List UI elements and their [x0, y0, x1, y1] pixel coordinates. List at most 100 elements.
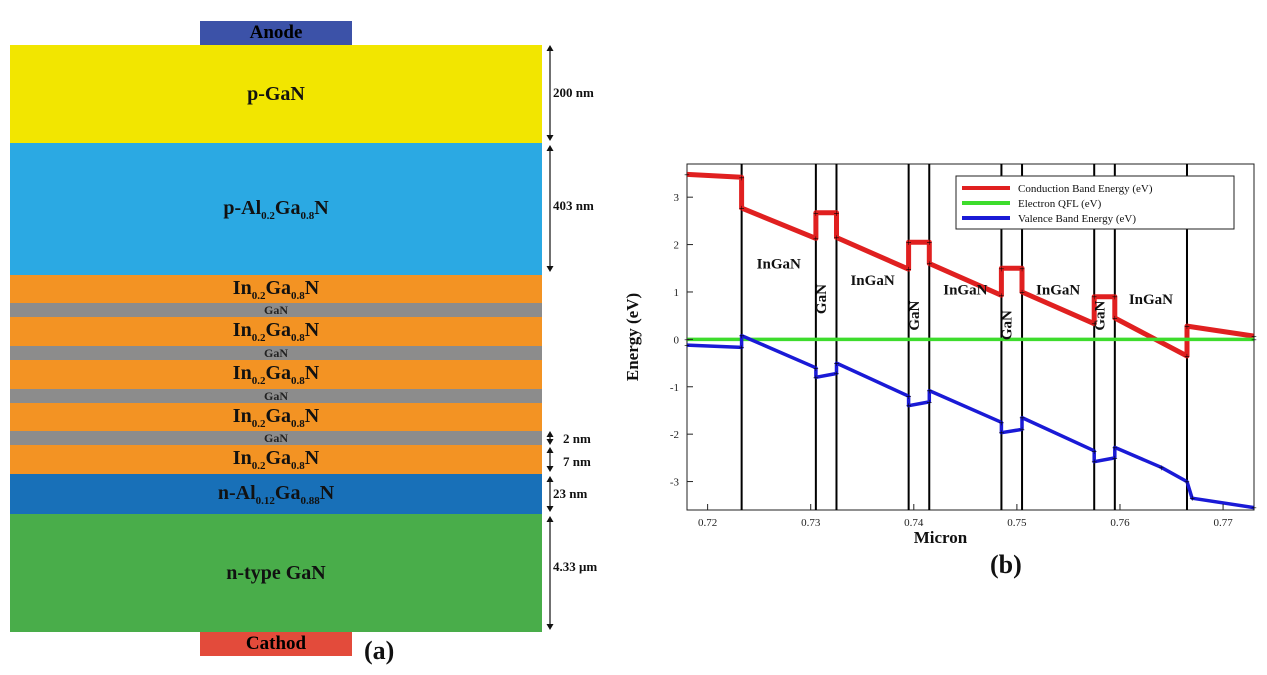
data-point-marker: + [999, 264, 1005, 275]
formula-part: In [232, 447, 252, 469]
x-axis-label: Micron [914, 528, 968, 547]
panel-a-label: (a) [364, 636, 395, 665]
formula-part: Ga [265, 447, 291, 469]
subscript: 0.2 [251, 460, 266, 472]
data-point-marker: + [739, 204, 745, 215]
band-diagram-chart: + ++++ ++++ ++++ ++++ ++++++ ++ ++++ ++++ ++++ +++… [623, 163, 1257, 547]
data-point-marker: + [1091, 458, 1097, 469]
subscript: 0.88 [300, 494, 320, 507]
y-tick-label: 3 [674, 192, 680, 204]
data-point-marker: + [906, 392, 912, 403]
region-label: InGaN [1129, 292, 1173, 308]
data-point-marker: + [1019, 264, 1025, 275]
layer-label: In0.2Ga0.8N [233, 362, 319, 387]
data-point-marker: + [1189, 494, 1195, 505]
layer-label: GaN [264, 430, 288, 445]
data-point-marker: + [684, 170, 690, 181]
data-point-marker: + [813, 209, 819, 220]
data-point-marker: + [739, 343, 745, 354]
layer-p-algan: p-Al0.2Ga0.8N [10, 143, 542, 275]
layer-label: GaN [264, 388, 288, 403]
formula-part: N [304, 319, 320, 341]
subscript: 0.2 [251, 417, 266, 430]
arrowhead [546, 145, 554, 151]
arrowhead [546, 266, 554, 272]
data-point-marker: + [834, 209, 840, 220]
legend-entry: Valence Band Energy (eV) [1018, 213, 1136, 225]
formula-part: In [232, 362, 252, 384]
region-label: GaN [814, 284, 830, 314]
subscript: 0.12 [255, 494, 275, 507]
arrowhead [546, 135, 554, 141]
anode-label: Anode [249, 22, 303, 43]
dim-n-algan: 23 nm [553, 486, 588, 501]
arrowhead [546, 439, 554, 445]
layer-gan-1: GaN [10, 303, 542, 317]
dim-p-algan: 403 nm [553, 198, 594, 213]
formula-part: N [304, 404, 320, 427]
subscript: 0.2 [261, 209, 275, 222]
layer-label: In0.2Ga0.8N [233, 405, 319, 430]
arrowhead [546, 516, 554, 522]
subscript: 0.8 [291, 332, 305, 344]
formula-part: Ga [274, 196, 301, 219]
data-point-marker: + [1158, 463, 1164, 474]
y-tick-label: -2 [670, 429, 679, 441]
y-tick-label: 1 [674, 287, 680, 299]
data-point-marker: + [1184, 478, 1190, 489]
formula-part: In [232, 276, 252, 299]
dim-p-gan: 200 nm [553, 85, 594, 100]
formula-part: Ga [265, 362, 291, 384]
data-point-marker: + [1112, 443, 1118, 454]
layer-label: n-type GaN [226, 561, 326, 584]
layer-stack-diagram: Anode p-GaN p-Al0.2Ga0.8N In0.2Ga0.8N GaN In… [10, 0, 542, 675]
subscript: 0.2 [251, 289, 266, 302]
data-point-marker: + [813, 364, 819, 375]
data-point-marker: + [926, 260, 932, 271]
y-tick-label: -3 [670, 477, 680, 489]
series-line-2 [686, 333, 1255, 510]
formula-part: N [304, 276, 320, 299]
subscript: 0.2 [251, 332, 266, 344]
data-point-marker: + [1019, 288, 1025, 299]
layer-ingan-1: In0.2Ga0.8N [10, 275, 542, 303]
data-point-marker: + [1112, 314, 1118, 325]
y-tick-label: -1 [670, 382, 679, 394]
layer-label: In0.2Ga0.8N [233, 447, 319, 472]
formula-part: In [232, 404, 252, 427]
subscript: 0.8 [291, 460, 305, 472]
dimension-arrows [546, 45, 554, 630]
subscript: 0.2 [251, 375, 266, 387]
region-label: InGaN [1036, 282, 1080, 298]
layer-label: p-Al0.2Ga0.8N [223, 197, 328, 222]
x-tick-label: 0.76 [1110, 517, 1130, 529]
formula-part: N [304, 447, 320, 469]
data-point-marker: + [684, 335, 690, 346]
layer-label: In0.2Ga0.8N [233, 277, 319, 302]
data-point-marker: + [1184, 322, 1190, 333]
data-point-marker: + [1091, 320, 1097, 331]
data-point-marker: + [906, 265, 912, 276]
subscript: 0.8 [291, 417, 305, 430]
data-point-marker: + [1091, 447, 1097, 458]
data-point-marker: + [739, 332, 745, 343]
layer-gan-3: GaN [10, 389, 542, 403]
data-point-marker: + [999, 418, 1005, 429]
formula-part: N [314, 196, 329, 219]
formula-part: In [232, 319, 252, 341]
panel-b-label: (b) [990, 550, 1022, 579]
layer-label: n-Al0.12Ga0.88N [218, 482, 334, 507]
data-point-marker: + [999, 291, 1005, 302]
subscript: 0.8 [300, 209, 315, 222]
layer-ingan-2: In0.2Ga0.8N [10, 317, 542, 346]
series-line-0 [686, 171, 1255, 359]
data-point-marker: + [1091, 293, 1097, 304]
data-point-marker: + [1251, 335, 1257, 346]
subscript: 0.8 [291, 375, 305, 387]
data-point-marker: + [1184, 352, 1190, 363]
arrowhead [546, 466, 554, 472]
x-tick-label: 0.74 [904, 517, 924, 529]
y-tick-label: 0 [674, 334, 680, 346]
data-point-marker: + [813, 234, 819, 245]
data-point-marker: + [999, 429, 1005, 440]
